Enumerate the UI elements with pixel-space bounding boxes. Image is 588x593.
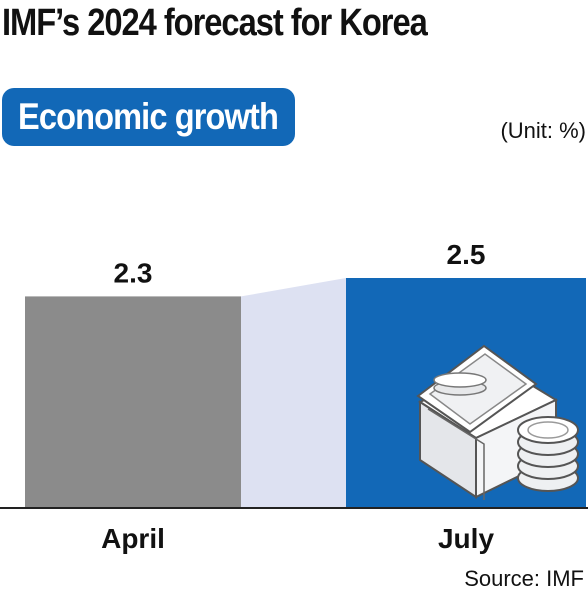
category-label-july: July — [438, 523, 494, 554]
money-stack-and-coins-icon — [416, 344, 579, 500]
chart-title: IMF’s 2024 forecast for Korea — [2, 2, 428, 44]
subtitle-badge-label: Economic growth — [18, 96, 279, 137]
value-label-april: 2.3 — [114, 257, 153, 288]
bar-april — [25, 296, 241, 508]
unit-label: (Unit: %) — [500, 118, 586, 143]
connector-band — [241, 278, 346, 508]
category-label-april: April — [101, 523, 165, 554]
subtitle-badge: Economic growth — [2, 88, 296, 146]
value-label-july: 2.5 — [447, 239, 486, 270]
source-note: Source: IMF — [464, 566, 584, 591]
